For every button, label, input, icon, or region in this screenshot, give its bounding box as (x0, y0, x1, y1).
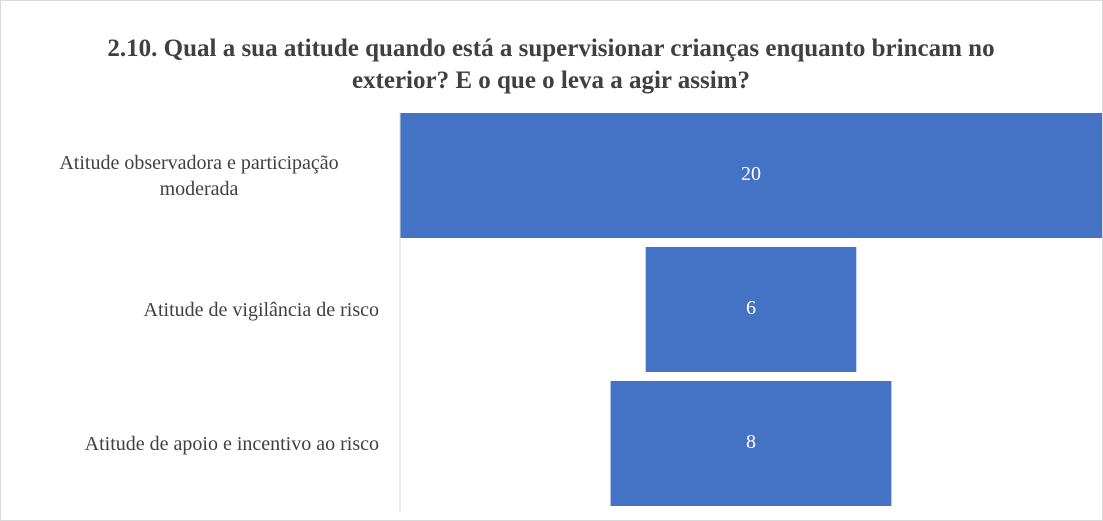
data-label: 6 (746, 297, 756, 319)
category-label: Atitude de vigilância de risco (143, 298, 379, 321)
category-label: Atitude observadora e participação moder… (59, 151, 339, 200)
data-label: 20 (741, 163, 761, 185)
chart-title: 2.10. Qual a sua atitude quando está a s… (107, 35, 995, 94)
category-label: Atitude de apoio e incentivo ao risco (84, 432, 379, 455)
bar (645, 247, 857, 372)
bar (400, 113, 1102, 238)
bar (610, 381, 892, 506)
data-label: 8 (746, 431, 756, 453)
